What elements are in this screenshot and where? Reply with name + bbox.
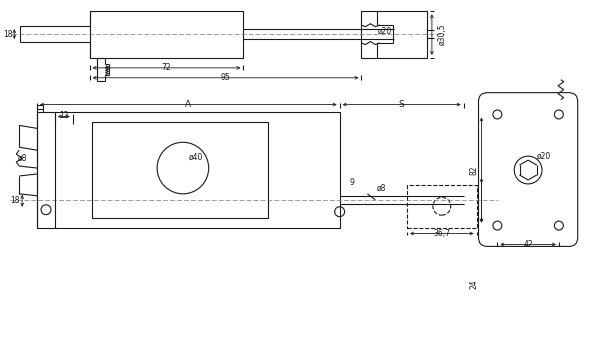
Bar (407, 185, 477, 228)
Text: 82: 82 (469, 165, 478, 175)
Text: 18: 18 (4, 29, 13, 39)
Text: 18: 18 (11, 196, 20, 205)
Text: ø8: ø8 (376, 183, 386, 192)
Bar (92, 122, 268, 218)
Text: 42: 42 (523, 240, 533, 249)
Text: 95: 95 (221, 73, 230, 82)
Bar (37, 112, 340, 228)
Text: 9: 9 (349, 178, 354, 187)
Text: ø30,5: ø30,5 (437, 23, 446, 45)
FancyBboxPatch shape (478, 93, 578, 246)
Text: S: S (399, 100, 405, 109)
Text: 12: 12 (59, 111, 68, 120)
Text: A: A (186, 100, 191, 109)
Text: ø8: ø8 (18, 154, 27, 163)
Text: ø20: ø20 (537, 152, 551, 161)
Bar (362, 11, 427, 58)
Text: 72: 72 (162, 64, 171, 73)
Text: 24: 24 (469, 280, 478, 289)
Text: ø20: ø20 (378, 27, 392, 36)
Text: ø40: ø40 (188, 153, 203, 162)
Bar (90, 11, 243, 58)
Text: 36,7: 36,7 (434, 229, 451, 238)
